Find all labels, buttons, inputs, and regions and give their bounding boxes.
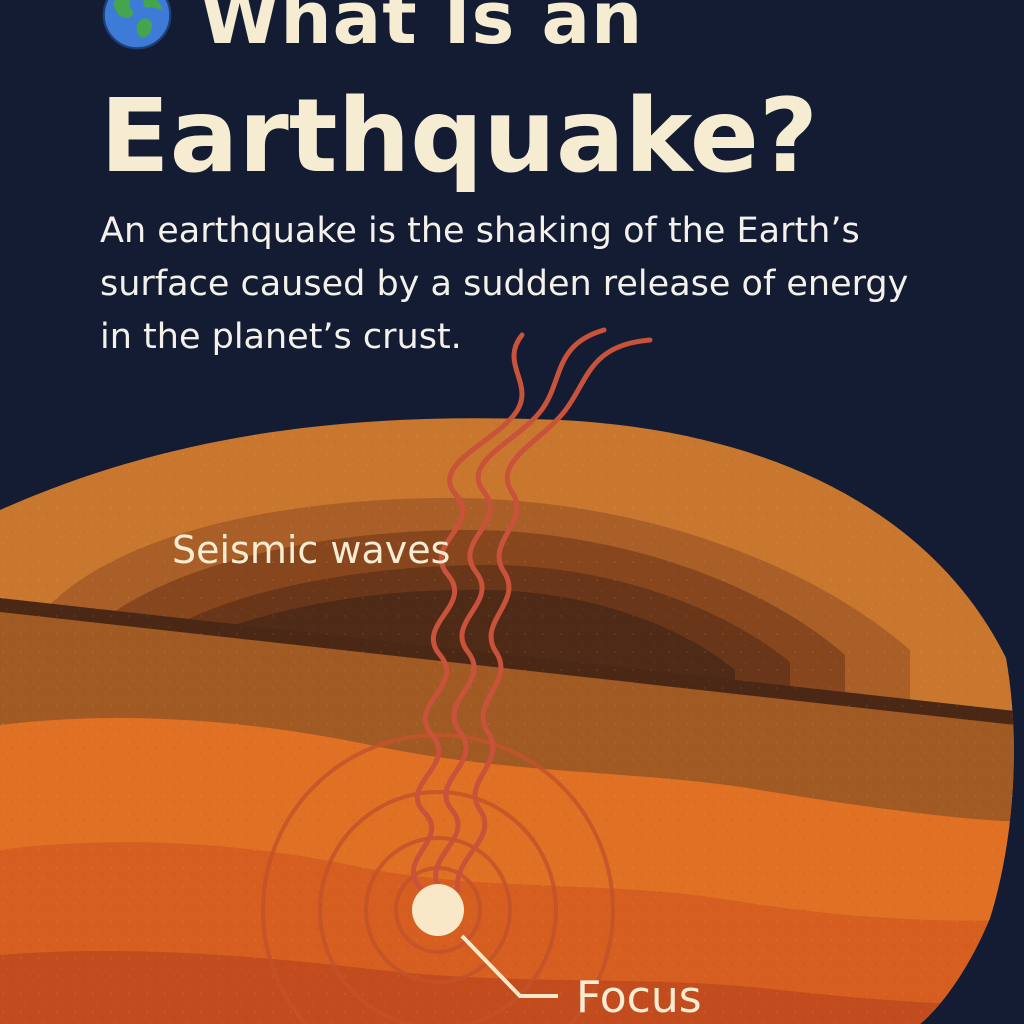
- seismic-wave-lines: [410, 327, 653, 893]
- focus-label: Focus: [576, 972, 702, 1023]
- globe-icon: [102, 0, 172, 50]
- intro-description: An earthquake is the shaking of the Eart…: [100, 211, 909, 357]
- wave-ring-4: [261, 733, 615, 1024]
- focus-leader-line: [460, 934, 558, 998]
- focus-point: [412, 884, 464, 936]
- seismic-wave-2: [433, 327, 607, 893]
- page-title-line-2: Earthquake?: [100, 77, 819, 196]
- wave-rings: [261, 733, 615, 1024]
- seismic-wave-1: [410, 332, 525, 893]
- wave-ring-2: [364, 836, 512, 984]
- wave-ring-3: [318, 790, 558, 1024]
- seismic-waves-label: Seismic waves: [172, 528, 450, 572]
- seismic-wave-3: [455, 337, 653, 893]
- page-title-line-1: What Is an: [200, 0, 644, 60]
